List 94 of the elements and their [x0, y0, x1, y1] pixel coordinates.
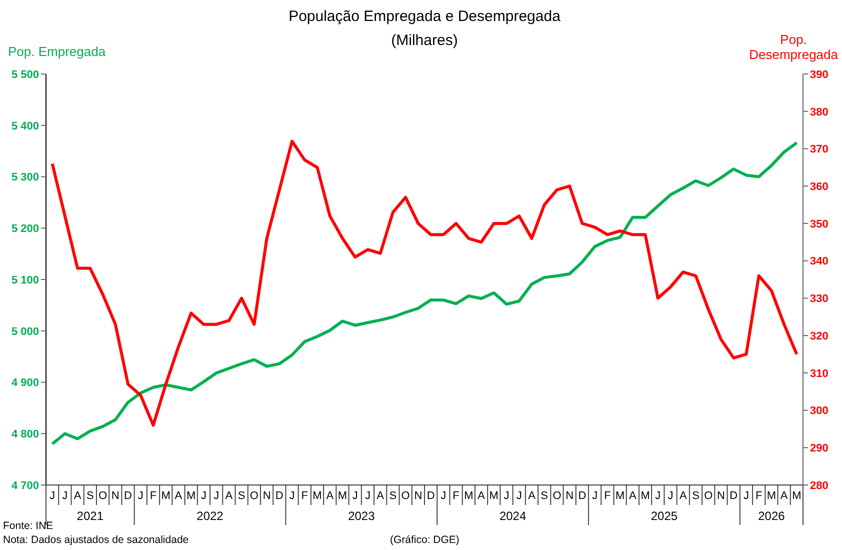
x-tick-label: J: [504, 490, 510, 502]
x-tick-label: J: [352, 490, 358, 502]
x-tick-label: J: [138, 490, 144, 502]
text: 2024: [499, 509, 526, 523]
x-tick-label: A: [174, 490, 183, 502]
x-tick-label: J: [50, 490, 56, 502]
y-tick-label: 5 300: [11, 172, 39, 184]
y2-tick-label: 350: [810, 218, 828, 230]
x-tick-label: J: [289, 490, 295, 502]
x-tick-label: J: [62, 490, 68, 502]
text: 2026: [758, 509, 786, 523]
y-tick-label: 5 400: [11, 120, 39, 132]
x-tick-label: N: [111, 490, 120, 502]
x-tick-label: N: [717, 490, 726, 502]
y-tick-label: 4 900: [11, 377, 39, 390]
y-tick-label: 5 000: [11, 326, 39, 338]
text: 2023: [348, 509, 376, 523]
x-tick-label: N: [262, 490, 271, 502]
y2-tick-label: 300: [810, 405, 828, 418]
x-tick-label: A: [225, 490, 234, 502]
y2-tick-label: 280: [810, 480, 828, 492]
x-tick-label: F: [301, 490, 308, 502]
x-tick-label: M: [186, 490, 196, 502]
x-tick-label: F: [755, 490, 762, 502]
x-tick-label: S: [540, 490, 548, 502]
x-tick-label: J: [592, 490, 598, 502]
y2-tick-label: 320: [810, 330, 828, 342]
x-tick-label: A: [326, 490, 334, 502]
x-tick-label: M: [615, 490, 625, 502]
x-tick-label: J: [200, 490, 206, 502]
x-tick-label: D: [578, 490, 586, 502]
x-tick-label: O: [704, 490, 714, 502]
x-tick-label: S: [389, 490, 397, 502]
x-tick-label: A: [629, 490, 638, 502]
x-tick-label: F: [452, 490, 460, 502]
text: 2021: [76, 509, 104, 523]
y2-tick-label: 330: [810, 293, 828, 306]
x-tick-label: D: [426, 490, 435, 502]
y2-tick-label: 310: [810, 368, 828, 380]
x-tick-label: M: [766, 490, 776, 502]
y-tick-label: 5 100: [11, 274, 39, 286]
x-tick-label: D: [124, 490, 132, 502]
x-tick-label: J: [743, 490, 749, 502]
x-tick-label: N: [414, 490, 422, 502]
x-tick-label: M: [640, 490, 650, 502]
text: 2022: [196, 509, 224, 523]
x-tick-label: A: [74, 490, 82, 502]
text: 2025: [650, 509, 678, 523]
x-tick-label: O: [98, 490, 108, 502]
y2-tick-label: 360: [810, 180, 828, 193]
chart-title: População Empregada e Desempregada: [288, 8, 562, 25]
y2-tick-label: 290: [810, 442, 828, 455]
x-tick-label: S: [692, 490, 700, 502]
x-tick-label: O: [250, 490, 259, 502]
y-tick-label: 4 800: [11, 428, 39, 441]
x-tick-label: N: [566, 490, 574, 502]
x-tick-label: J: [668, 490, 674, 502]
y2-tick-label: 390: [810, 68, 828, 81]
x-tick-label: J: [655, 490, 661, 502]
x-tick-label: M: [489, 490, 498, 502]
x-tick-label: J: [440, 490, 446, 502]
x-tick-label: A: [478, 490, 486, 502]
y-tick-label: 5 200: [11, 223, 39, 236]
y2-tick-label: 380: [810, 106, 828, 118]
x-tick-label: S: [238, 490, 246, 502]
x-tick-label: M: [312, 490, 322, 502]
x-tick-label: A: [528, 490, 536, 502]
x-tick-label: M: [792, 490, 802, 502]
x-tick-label: J: [364, 490, 370, 502]
x-tick-label: O: [401, 490, 410, 502]
x-tick-label: O: [552, 490, 562, 502]
y2-tick-label: 370: [810, 144, 828, 156]
text: (Gráfico: DGE): [390, 534, 460, 546]
source-note: Fonte: INE: [3, 520, 54, 532]
x-tick-label: A: [780, 490, 788, 502]
x-tick-label: M: [338, 490, 348, 502]
x-tick-label: S: [86, 490, 94, 502]
x-tick-label: J: [516, 490, 522, 502]
y2-tick-label: 340: [810, 256, 828, 268]
x-tick-label: A: [679, 490, 688, 502]
chart-subtitle: (Milhares): [391, 32, 458, 49]
x-tick-label: J: [214, 490, 220, 502]
y-tick-label: 5 500: [11, 68, 39, 81]
x-tick-label: D: [730, 490, 738, 502]
x-tick-label: M: [464, 490, 474, 502]
x-tick-label: F: [150, 490, 157, 502]
text: Nota: Dados ajustados de sazonalidade: [3, 534, 189, 546]
y2-axis-title: Pop. Desempregada: [749, 32, 838, 62]
y-tick-label: 4 700: [11, 480, 39, 492]
x-tick-label: M: [161, 490, 170, 502]
x-tick-label: D: [275, 490, 284, 502]
x-tick-label: F: [604, 490, 612, 502]
x-tick-label: A: [376, 490, 385, 502]
y-axis-title: Pop. Empregada: [8, 44, 106, 59]
